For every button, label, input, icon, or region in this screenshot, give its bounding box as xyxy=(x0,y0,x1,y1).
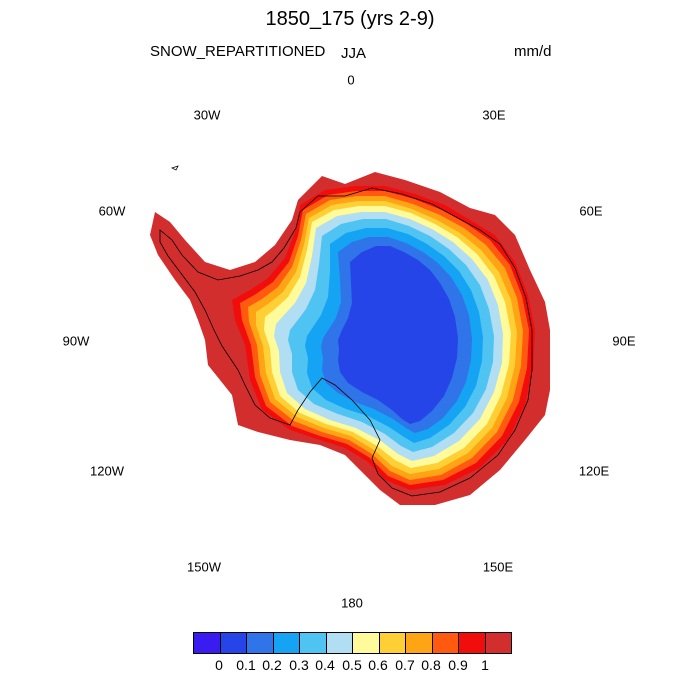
plot-title: 1850_175 (yrs 2-9) xyxy=(265,8,435,30)
colorbar-label: 0.8 xyxy=(421,657,441,673)
longitude-label-60e: 60E xyxy=(579,203,603,219)
longitude-label-150e: 150E xyxy=(482,559,514,575)
small-island xyxy=(170,165,179,171)
coastline xyxy=(159,187,533,497)
longitude-label-120w: 120W xyxy=(90,463,124,479)
longitude-label-30e: 30E xyxy=(482,107,506,123)
colorbar-swatch xyxy=(326,633,353,653)
longitude-label-150w: 150W xyxy=(187,559,221,575)
colorbar-swatch xyxy=(353,633,380,653)
colorbar-label: 0.1 xyxy=(236,657,256,673)
colorbar-label: 0.2 xyxy=(262,657,282,673)
colorbar-swatch xyxy=(406,633,433,653)
longitude-label-90w: 90W xyxy=(62,333,90,349)
colorbar-swatch xyxy=(220,633,247,653)
longitude-label-30w: 30W xyxy=(193,107,221,123)
colorbar-swatch xyxy=(459,633,486,653)
longitude-label-60w: 60W xyxy=(98,203,126,219)
variable-name: SNOW_REPARTITIONED xyxy=(150,43,326,60)
colorbar-swatch xyxy=(194,633,221,653)
colorbar-swatch xyxy=(379,633,406,653)
colorbar-label: 0.5 xyxy=(342,657,362,673)
colorbar-label: 0.3 xyxy=(289,657,309,673)
season-label: JJA xyxy=(341,45,367,62)
longitude-label-180: 180 xyxy=(341,595,363,611)
colorbar-label: 0.7 xyxy=(395,657,415,673)
colorbar-swatch xyxy=(247,633,274,653)
colorbar-swatch xyxy=(273,633,300,653)
colorbar-label: 1 xyxy=(481,657,489,673)
longitude-label-90e: 90E xyxy=(612,333,636,349)
band-deep-blue xyxy=(338,246,458,424)
colorbar-label: 0 xyxy=(215,657,223,673)
colorbar xyxy=(193,632,512,654)
units-label: mm/d xyxy=(514,43,552,60)
colorbar-label: 0.4 xyxy=(315,657,335,673)
colorbar-swatch xyxy=(432,633,459,653)
longitude-label-0: 0 xyxy=(347,72,355,88)
longitude-label-120e: 120E xyxy=(578,463,610,479)
colorbar-label: 0.9 xyxy=(448,657,468,673)
colorbar-swatch xyxy=(300,633,327,653)
colorbar-swatch xyxy=(485,633,511,653)
colorbar-label: 0.6 xyxy=(368,657,388,673)
